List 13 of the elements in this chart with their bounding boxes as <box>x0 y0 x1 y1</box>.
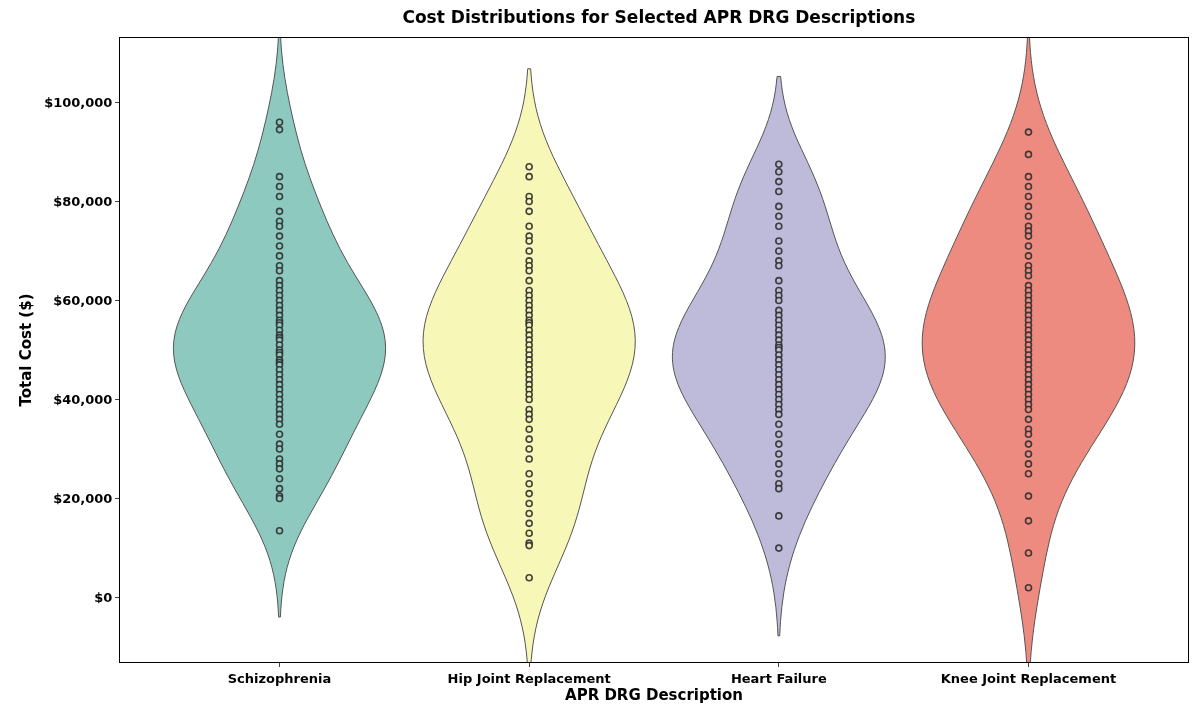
y-tick-label: $20,000 <box>53 491 113 507</box>
x-tick-label: Heart Failure <box>730 670 827 686</box>
chart-title: Cost Distributions for Selected APR DRG Descriptions <box>402 6 916 27</box>
y-tick-label: $40,000 <box>53 392 113 408</box>
y-tick-label: $0 <box>94 590 113 606</box>
y-axis-title: Total Cost ($) <box>17 293 36 407</box>
y-tick-label: $60,000 <box>53 293 113 309</box>
y-tick-label: $80,000 <box>53 193 113 209</box>
y-tick-label: $100,000 <box>44 94 113 110</box>
x-tick-label: Hip Joint Replacement <box>447 670 611 686</box>
x-axis-title: APR DRG Description <box>565 685 743 704</box>
x-tick-label: Schizophrenia <box>227 670 332 686</box>
x-tick-label: Knee Joint Replacement <box>940 670 1117 686</box>
